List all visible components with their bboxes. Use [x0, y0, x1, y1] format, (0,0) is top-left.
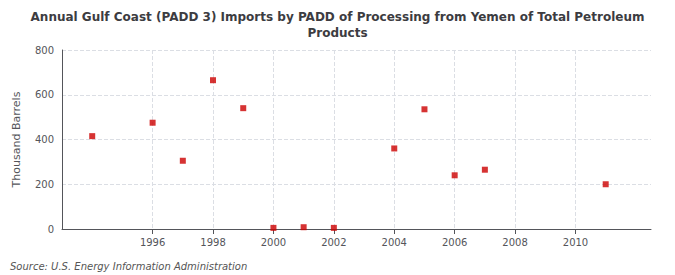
svg-text:Annual Gulf Coast (PADD 3) Imp: Annual Gulf Coast (PADD 3) Imports by PA… — [31, 10, 645, 24]
svg-text:Source: U.S. Energy Informatio: Source: U.S. Energy Information Administ… — [10, 261, 247, 272]
svg-text:2000: 2000 — [261, 237, 286, 248]
svg-text:1996: 1996 — [140, 237, 165, 248]
svg-text:200: 200 — [35, 179, 54, 190]
svg-text:600: 600 — [35, 89, 54, 100]
svg-text:2002: 2002 — [321, 237, 346, 248]
svg-text:800: 800 — [35, 45, 54, 56]
svg-text:2008: 2008 — [502, 237, 527, 248]
svg-text:400: 400 — [35, 134, 54, 145]
svg-text:Products: Products — [307, 26, 367, 40]
svg-text:2010: 2010 — [563, 237, 588, 248]
svg-text:1998: 1998 — [200, 237, 225, 248]
svg-text:0: 0 — [48, 224, 54, 235]
svg-text:2006: 2006 — [442, 237, 467, 248]
svg-text:Thousand Barrels: Thousand Barrels — [10, 91, 23, 188]
svg-text:2004: 2004 — [382, 237, 407, 248]
